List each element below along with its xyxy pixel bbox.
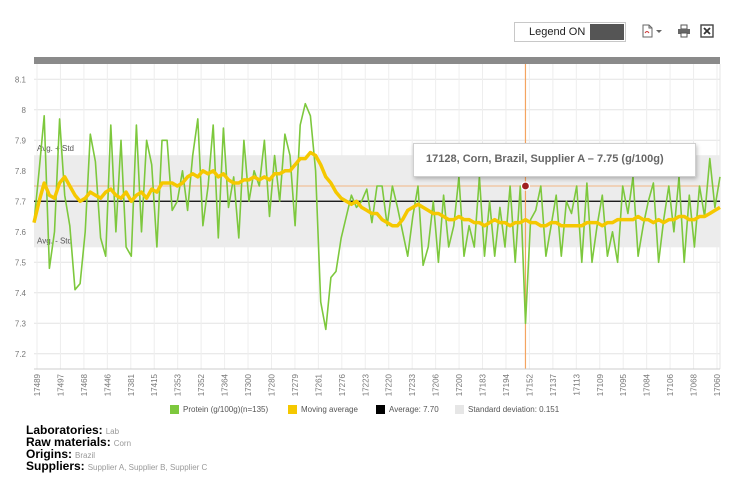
x-tick-label: 17084: [643, 373, 652, 396]
legend-swatch-protein: [170, 405, 179, 414]
x-axis-labels: 17489 17497 17468 17446 17381 17415 17353 17352…: [33, 373, 722, 396]
x-tick-label: 17489: [33, 373, 42, 396]
x-tick-label: 17109: [596, 373, 605, 396]
x-tick-label: 17152: [525, 373, 534, 396]
moving-average-line: [32, 150, 721, 228]
data-point-tooltip: 17128, Corn, Brazil, Supplier A – 7.75 (…: [413, 143, 696, 177]
x-tick-label: 17113: [572, 373, 581, 395]
legend-swatch-average: [376, 405, 385, 414]
legend-label-moving-average: Moving average: [301, 405, 358, 414]
avg-minus-std-label: Avg. - Std: [37, 236, 72, 245]
y-tick-label: 7.9: [15, 136, 27, 145]
filter-suppliers: Suppliers: Supplier A, Supplier B, Suppli…: [26, 460, 207, 472]
y-axis-labels: 7.2 7.3 7.4 7.5 7.6 7.7 7.8 7.9 8 8.1: [15, 75, 27, 359]
y-tick-label: 8: [22, 106, 27, 115]
legend-label-std: Standard deviation: 0.151: [468, 405, 560, 414]
filter-label: Origins:: [26, 447, 73, 461]
y-tick-label: 7.5: [15, 258, 27, 267]
x-tick-label: 17095: [619, 373, 628, 396]
filter-raw-materials: Raw materials: Corn: [26, 436, 207, 448]
filter-laboratories: Laboratories: Lab: [26, 424, 207, 436]
y-tick-label: 7.6: [15, 228, 27, 237]
x-tick-label: 17223: [361, 373, 370, 396]
y-tick-label: 7.8: [15, 167, 27, 176]
x-tick-label: 17381: [127, 373, 136, 396]
x-tick-label: 17060: [713, 373, 722, 396]
x-tick-label: 17233: [408, 373, 417, 396]
x-tick-label: 17300: [244, 373, 253, 396]
dropdown-caret-icon[interactable]: [655, 24, 663, 38]
x-tick-label: 17364: [221, 373, 230, 396]
filter-summary: Laboratories: Lab Raw materials: Corn Orig…: [26, 424, 207, 472]
legend-label-average: Average: 7.70: [389, 405, 439, 414]
x-tick-label: 17194: [502, 373, 511, 396]
x-tick-label: 17446: [103, 373, 112, 396]
protein-line-chart: 7.27.37.47.57.67.77.87.988.1 17489 17497 1…: [15, 64, 722, 396]
close-icon[interactable]: [700, 24, 714, 38]
x-tick-label: 17068: [690, 373, 699, 396]
chart-header-bar: [34, 57, 720, 64]
x-tick-label: 17137: [549, 373, 558, 396]
x-tick-label: 17415: [150, 373, 159, 396]
filter-origins: Origins: Brazil: [26, 448, 207, 460]
filter-value: Supplier A, Supplier B, Supplier C: [87, 463, 208, 472]
x-tick-label: 17200: [455, 373, 464, 396]
filter-value: Corn: [113, 439, 132, 448]
filter-value: Lab: [105, 427, 120, 436]
chart-toolbar: Legend ON: [514, 22, 724, 44]
export-pdf-icon[interactable]: [640, 24, 654, 38]
legend-toggle-button[interactable]: Legend ON: [514, 22, 626, 42]
avg-plus-std-label: Avg. + Std: [37, 144, 74, 153]
y-tick-label: 8.1: [15, 75, 27, 84]
filter-label: Suppliers:: [26, 459, 85, 473]
x-tick-label: 17280: [267, 373, 276, 396]
print-icon[interactable]: [677, 24, 691, 38]
legend-toggle-label: Legend ON: [529, 26, 586, 38]
x-tick-label: 17106: [666, 373, 675, 396]
x-tick-label: 17497: [56, 373, 65, 396]
x-tick-label: 17206: [432, 373, 441, 396]
protein-series-line: [33, 102, 721, 331]
x-tick-label: 17261: [314, 373, 323, 396]
y-tick-label: 7.3: [15, 319, 27, 328]
y-tick-label: 7.2: [15, 350, 27, 359]
x-tick-label: 17279: [291, 373, 300, 396]
legend-swatch-std: [455, 405, 464, 414]
tooltip-text: 17128, Corn, Brazil, Supplier A – 7.75 (…: [426, 153, 664, 165]
y-tick-label: 7.7: [15, 197, 27, 206]
legend-toggle-switch[interactable]: [590, 24, 624, 40]
x-tick-label: 17352: [197, 373, 206, 396]
gridlines: [34, 64, 721, 369]
legend-swatch-moving-average: [288, 405, 297, 414]
filter-label: Laboratories:: [26, 423, 103, 437]
x-tick-label: 17220: [385, 373, 394, 396]
legend-label-protein: Protein (g/100g)(n=135): [183, 405, 269, 414]
x-tick-label: 17468: [80, 373, 89, 396]
x-tick-label: 17276: [338, 373, 347, 396]
highlighted-point: [520, 181, 531, 191]
filter-label: Raw materials:: [26, 435, 111, 449]
y-tick-label: 7.4: [15, 289, 27, 298]
x-tick-label: 17183: [479, 373, 488, 396]
filter-value: Brazil: [75, 451, 96, 460]
x-tick-label: 17353: [174, 373, 183, 396]
